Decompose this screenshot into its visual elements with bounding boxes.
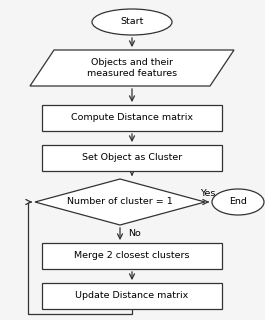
- Polygon shape: [35, 179, 205, 225]
- Text: No: No: [128, 228, 141, 237]
- Bar: [42, 105, 222, 131]
- Bar: [42, 145, 222, 171]
- Bar: [42, 283, 222, 309]
- Bar: [42, 243, 222, 269]
- Text: Set Object as Cluster: Set Object as Cluster: [82, 154, 182, 163]
- Polygon shape: [30, 50, 234, 86]
- Ellipse shape: [92, 9, 172, 35]
- Text: Update Distance matrix: Update Distance matrix: [75, 292, 189, 300]
- Text: Compute Distance matrix: Compute Distance matrix: [71, 114, 193, 123]
- Text: Merge 2 closest clusters: Merge 2 closest clusters: [74, 252, 190, 260]
- Text: Number of cluster = 1: Number of cluster = 1: [67, 197, 173, 206]
- Text: Start: Start: [120, 18, 144, 27]
- Text: Yes: Yes: [200, 189, 216, 198]
- Text: End: End: [229, 197, 247, 206]
- Ellipse shape: [212, 189, 264, 215]
- Text: Objects and their
measured features: Objects and their measured features: [87, 58, 177, 78]
